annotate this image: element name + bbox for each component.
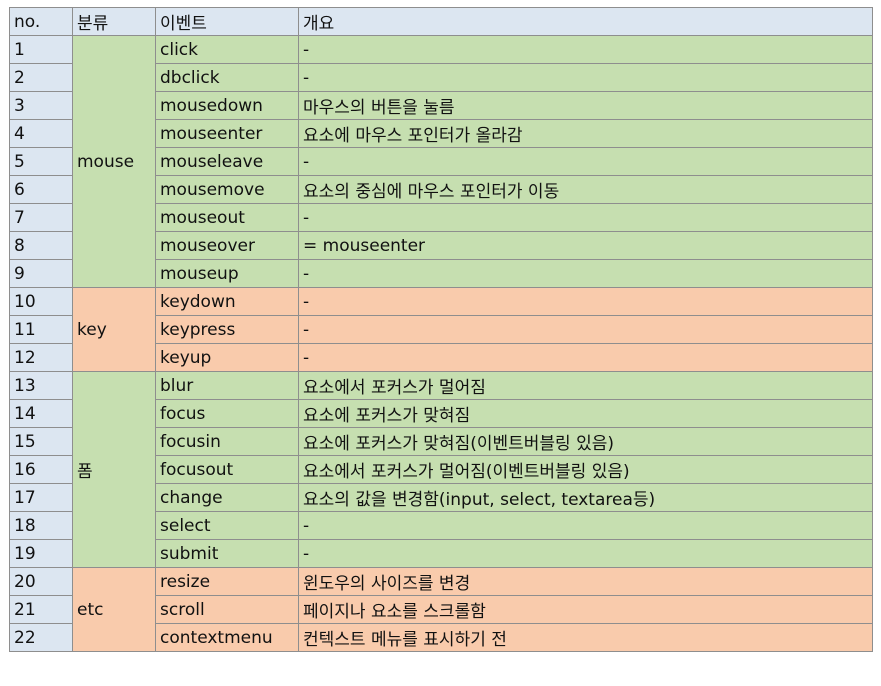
- table-row: 10 key keydown -: [9, 287, 873, 372]
- table-row: 9 mouseup -: [9, 259, 873, 288]
- table-row: 13 폼 blur 요소에서 포커스가 멀어짐: [9, 371, 873, 568]
- description-cell[interactable]: 요소에 마우스 포인터가 올라감: [298, 119, 873, 148]
- row-number-cell[interactable]: 19: [9, 539, 73, 568]
- event-name-cell[interactable]: mouseenter: [155, 119, 299, 148]
- row-number-cell[interactable]: 6: [9, 175, 73, 204]
- row-number-cell[interactable]: 11: [9, 315, 73, 344]
- table-row: 5 mouseleave -: [9, 147, 873, 176]
- event-name-cell[interactable]: click: [155, 35, 299, 64]
- event-name-cell[interactable]: change: [155, 483, 299, 512]
- row-number-cell[interactable]: 1: [9, 35, 73, 64]
- row-number-cell[interactable]: 18: [9, 511, 73, 540]
- table-body: 1 mouse click -2 dbclick -3 mousedown 마우스의 버튼을 …: [9, 35, 873, 652]
- table-row: 7 mouseout -: [9, 203, 873, 232]
- event-name-cell[interactable]: dbclick: [155, 63, 299, 92]
- table-row: 18 select -: [9, 511, 873, 540]
- table-row: 21 scroll 페이지나 요소를 스크롤함: [9, 595, 873, 624]
- table-row: 16 focusout 요소에서 포커스가 멀어짐(이벤트버블링 있음): [9, 455, 873, 484]
- row-number-cell[interactable]: 16: [9, 455, 73, 484]
- category-cell[interactable]: etc: [72, 567, 156, 652]
- description-cell[interactable]: = mouseenter: [298, 231, 873, 260]
- description-cell[interactable]: 요소에 포커스가 맞혀짐: [298, 399, 873, 428]
- header-no[interactable]: no.: [9, 7, 73, 36]
- row-number-cell[interactable]: 17: [9, 483, 73, 512]
- row-number-cell[interactable]: 21: [9, 595, 73, 624]
- header-category[interactable]: 분류: [72, 7, 156, 36]
- description-cell[interactable]: 마우스의 버튼을 눌름: [298, 91, 873, 120]
- table-row: 4 mouseenter 요소에 마우스 포인터가 올라감: [9, 119, 873, 148]
- event-name-cell[interactable]: scroll: [155, 595, 299, 624]
- row-number-cell[interactable]: 14: [9, 399, 73, 428]
- event-name-cell[interactable]: contextmenu: [155, 623, 299, 652]
- row-number-cell[interactable]: 9: [9, 259, 73, 288]
- description-cell[interactable]: 페이지나 요소를 스크롤함: [298, 595, 873, 624]
- description-cell[interactable]: -: [298, 315, 873, 344]
- table-row: 1 mouse click -: [9, 35, 873, 288]
- description-cell[interactable]: -: [298, 539, 873, 568]
- event-name-cell[interactable]: focusout: [155, 455, 299, 484]
- description-cell[interactable]: -: [298, 35, 873, 64]
- row-number-cell[interactable]: 8: [9, 231, 73, 260]
- description-cell[interactable]: 요소에서 포커스가 멀어짐(이벤트버블링 있음): [298, 455, 873, 484]
- description-cell[interactable]: -: [298, 511, 873, 540]
- description-cell[interactable]: -: [298, 203, 873, 232]
- event-name-cell[interactable]: focus: [155, 399, 299, 428]
- description-cell[interactable]: -: [298, 147, 873, 176]
- table-row: 14 focus 요소에 포커스가 맞혀짐: [9, 399, 873, 428]
- category-cell[interactable]: key: [72, 287, 156, 372]
- table-row: 11 keypress -: [9, 315, 873, 344]
- description-cell[interactable]: -: [298, 63, 873, 92]
- row-number-cell[interactable]: 2: [9, 63, 73, 92]
- description-cell[interactable]: 요소의 값을 변경함(input, select, textarea등): [298, 483, 873, 512]
- table-row: 17 change 요소의 값을 변경함(input, select, textar…: [9, 483, 873, 512]
- row-number-cell[interactable]: 13: [9, 371, 73, 400]
- description-cell[interactable]: -: [298, 287, 873, 316]
- table-row: 12 keyup -: [9, 343, 873, 372]
- row-number-cell[interactable]: 22: [9, 623, 73, 652]
- description-cell[interactable]: -: [298, 259, 873, 288]
- header-event[interactable]: 이벤트: [155, 7, 299, 36]
- description-cell[interactable]: 요소에 포커스가 맞혀짐(이벤트버블링 있음): [298, 427, 873, 456]
- event-name-cell[interactable]: select: [155, 511, 299, 540]
- table-row: 19 submit -: [9, 539, 873, 568]
- event-table: no. 분류 이벤트 개요 1 mouse click -2 dbclick -3 mous…: [9, 7, 873, 652]
- event-name-cell[interactable]: focusin: [155, 427, 299, 456]
- event-name-cell[interactable]: keypress: [155, 315, 299, 344]
- description-cell[interactable]: 컨텍스트 메뉴를 표시하기 전: [298, 623, 873, 652]
- table-row: 6 mousemove 요소의 중심에 마우스 포인터가 이동: [9, 175, 873, 204]
- event-name-cell[interactable]: submit: [155, 539, 299, 568]
- table-row: 15 focusin 요소에 포커스가 맞혀짐(이벤트버블링 있음): [9, 427, 873, 456]
- description-cell[interactable]: 요소의 중심에 마우스 포인터가 이동: [298, 175, 873, 204]
- event-name-cell[interactable]: mouseup: [155, 259, 299, 288]
- row-number-cell[interactable]: 4: [9, 119, 73, 148]
- row-number-cell[interactable]: 5: [9, 147, 73, 176]
- row-number-cell[interactable]: 3: [9, 91, 73, 120]
- row-number-cell[interactable]: 12: [9, 343, 73, 372]
- event-name-cell[interactable]: mouseout: [155, 203, 299, 232]
- header-description[interactable]: 개요: [298, 7, 873, 36]
- description-cell[interactable]: -: [298, 343, 873, 372]
- event-name-cell[interactable]: mousedown: [155, 91, 299, 120]
- event-name-cell[interactable]: blur: [155, 371, 299, 400]
- description-cell[interactable]: 요소에서 포커스가 멀어짐: [298, 371, 873, 400]
- row-number-cell[interactable]: 7: [9, 203, 73, 232]
- header-row: no. 분류 이벤트 개요: [9, 7, 873, 36]
- category-cell[interactable]: 폼: [72, 371, 156, 568]
- event-name-cell[interactable]: mousemove: [155, 175, 299, 204]
- table-row: 22 contextmenu 컨텍스트 메뉴를 표시하기 전: [9, 623, 873, 652]
- event-name-cell[interactable]: mouseover: [155, 231, 299, 260]
- description-cell[interactable]: 윈도우의 사이즈를 변경: [298, 567, 873, 596]
- table-row: 2 dbclick -: [9, 63, 873, 92]
- row-number-cell[interactable]: 10: [9, 287, 73, 316]
- row-number-cell[interactable]: 15: [9, 427, 73, 456]
- event-name-cell[interactable]: keydown: [155, 287, 299, 316]
- event-name-cell[interactable]: keyup: [155, 343, 299, 372]
- row-number-cell[interactable]: 20: [9, 567, 73, 596]
- table-row: 20 etc resize 윈도우의 사이즈를 변경: [9, 567, 873, 652]
- category-cell[interactable]: mouse: [72, 35, 156, 288]
- event-name-cell[interactable]: mouseleave: [155, 147, 299, 176]
- event-name-cell[interactable]: resize: [155, 567, 299, 596]
